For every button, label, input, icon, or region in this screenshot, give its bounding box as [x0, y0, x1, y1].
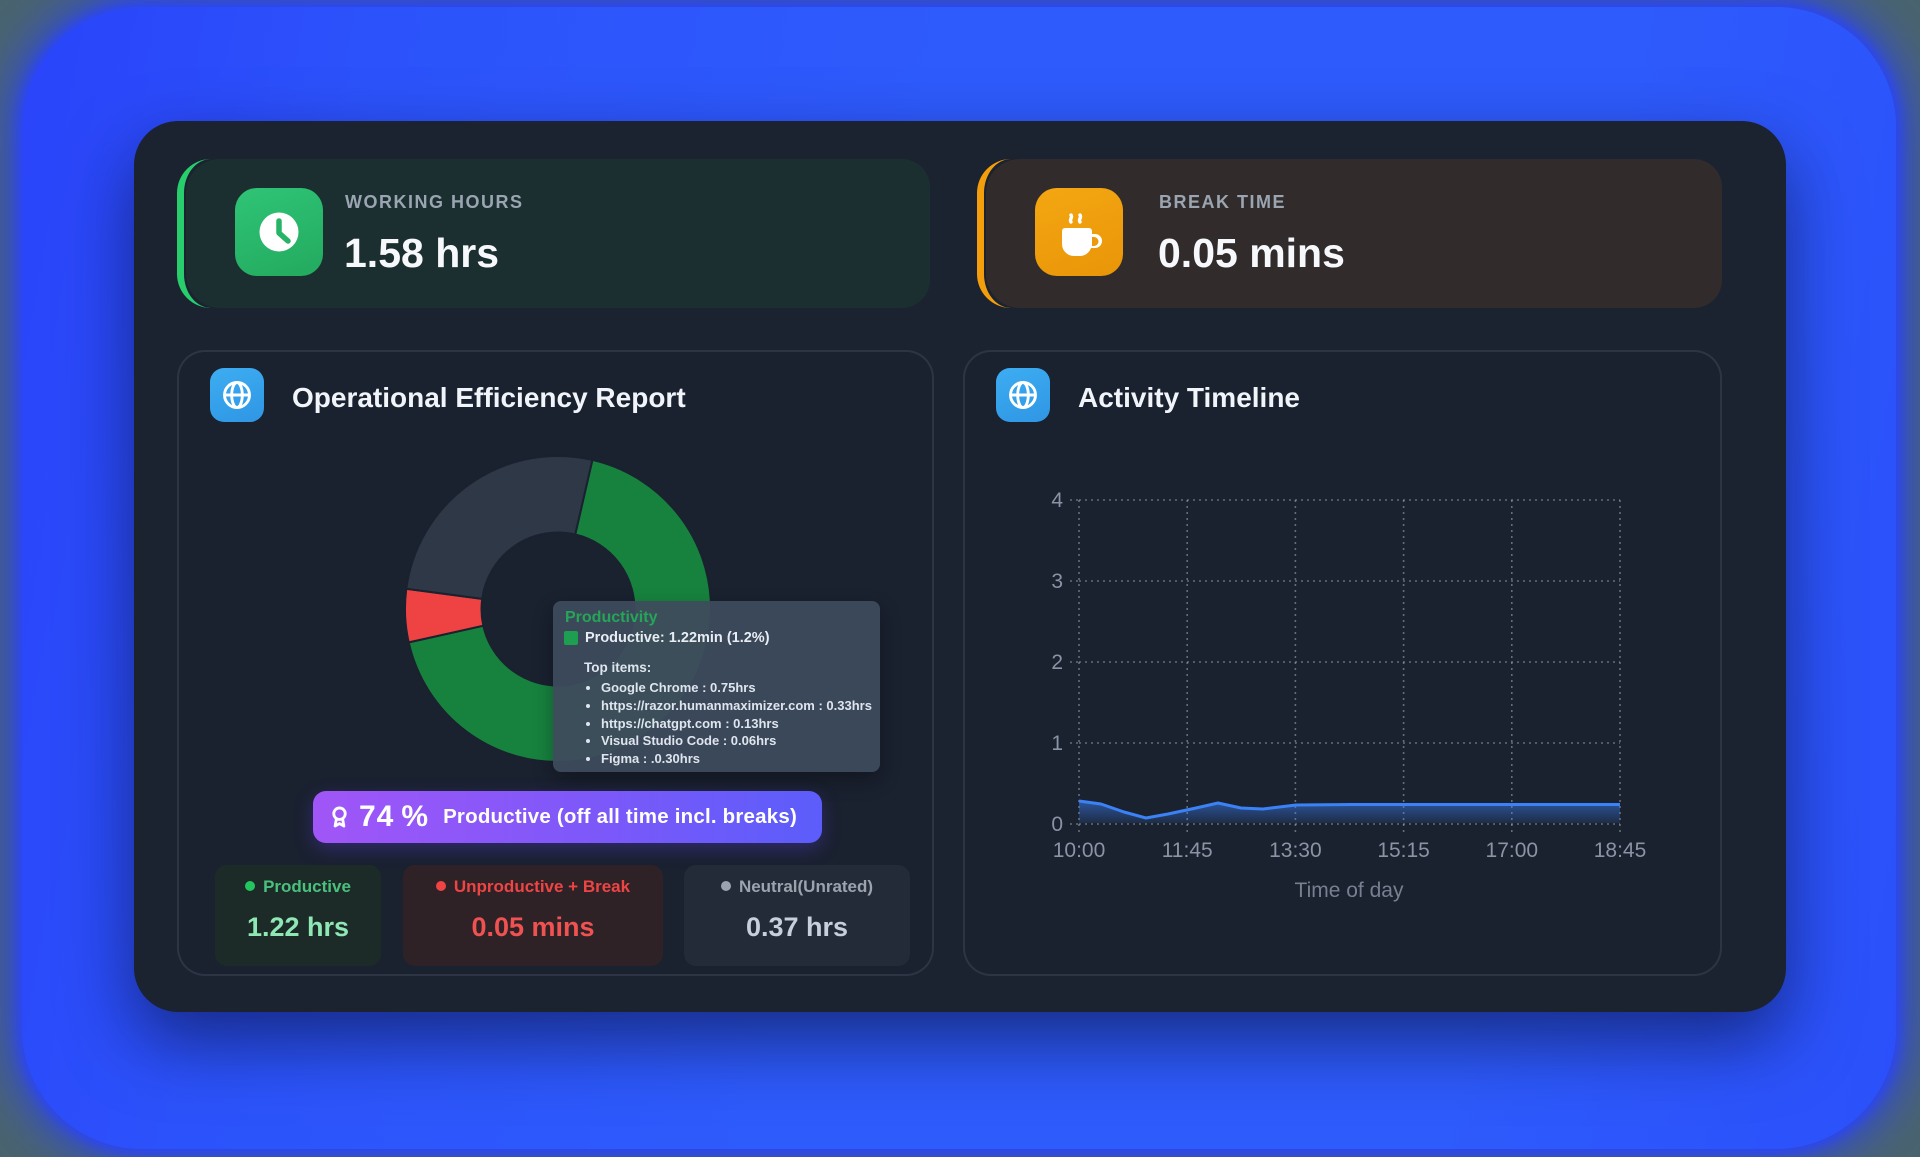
svg-text:15:15: 15:15 — [1377, 839, 1430, 862]
svg-text:1: 1 — [1051, 732, 1063, 755]
svg-text:13:30: 13:30 — [1269, 839, 1322, 862]
svg-text:Time of day: Time of day — [1295, 879, 1404, 902]
svg-text:0: 0 — [1051, 813, 1063, 836]
svg-text:10:00: 10:00 — [1053, 839, 1106, 862]
svg-text:11:45: 11:45 — [1162, 839, 1213, 862]
svg-text:18:45: 18:45 — [1594, 839, 1647, 862]
svg-text:2: 2 — [1051, 651, 1063, 674]
svg-text:3: 3 — [1051, 570, 1063, 593]
svg-text:17:00: 17:00 — [1486, 839, 1539, 862]
svg-text:4: 4 — [1051, 489, 1063, 512]
